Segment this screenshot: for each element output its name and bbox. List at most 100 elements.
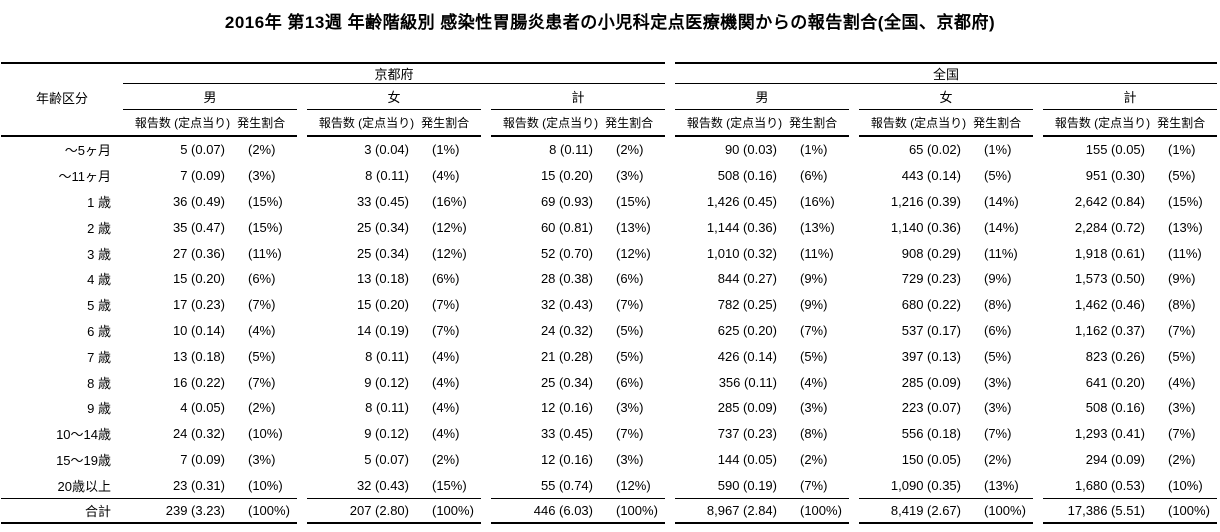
group-spacer	[481, 266, 491, 292]
reports-cell: 844 (0.27)	[717, 271, 777, 287]
rate-cell: (3%)	[1168, 400, 1196, 416]
group-spacer	[1033, 214, 1043, 240]
reports-cell: 8 (0.11)	[365, 400, 409, 416]
group-spacer	[1033, 472, 1043, 498]
table-row: 6 歳 10 (0.14) (4%) 14 (0.19) (7%) 24 (0.32) (5…	[1, 318, 1217, 344]
reports-cell: 3 (0.04)	[364, 142, 409, 158]
rate-cell: (2%)	[432, 451, 460, 467]
reports-cell: 590 (0.19)	[717, 477, 777, 493]
reports-cell: 443 (0.14)	[901, 168, 961, 184]
reports-cell: 15 (0.20)	[540, 168, 593, 184]
group-spacer	[481, 343, 491, 369]
rate-cell: (11%)	[248, 245, 282, 261]
age-header-spacer	[1, 62, 123, 84]
reports-header-label: 報告数 (定点当り)	[134, 116, 231, 130]
age-label: 9 歳	[87, 401, 111, 417]
rate-cell: (6%)	[432, 271, 460, 287]
reports-cell: 908 (0.29)	[901, 245, 961, 261]
metric-header-group: 報告数 (定点当り) 発生割合	[123, 110, 297, 137]
rate-cell: (15%)	[248, 219, 283, 235]
group-spacer	[1033, 189, 1043, 215]
reports-cell: 285 (0.09)	[901, 374, 961, 390]
group-spacer	[849, 292, 859, 318]
sex-header-row: 年齢区分 男 女 計 男 女 計	[1, 84, 1217, 110]
rate-cell: (15%)	[1168, 193, 1203, 209]
sex-header-kyoto-total: 計	[491, 84, 665, 110]
rate-cell: (15%)	[616, 193, 651, 209]
reports-cell: 25 (0.34)	[356, 219, 409, 235]
reports-cell: 25 (0.34)	[356, 245, 409, 261]
reports-cell: 1,216 (0.39)	[890, 193, 961, 209]
reports-cell: 17 (0.23)	[172, 297, 225, 313]
rate-cell: (8%)	[1168, 297, 1196, 313]
rate-cell: (4%)	[432, 348, 460, 364]
group-spacer	[1033, 292, 1043, 318]
rate-cell: (2%)	[1168, 451, 1196, 467]
rate-cell: (4%)	[432, 374, 460, 390]
rate-cell: (100%)	[1155, 498, 1217, 524]
rate-cell: (12%)	[432, 219, 467, 235]
group-spacer	[297, 292, 307, 318]
reports-cell: 1,426 (0.45)	[706, 193, 777, 209]
rate-cell: (6%)	[984, 322, 1012, 338]
reports-cell: 294 (0.09)	[1085, 451, 1145, 467]
rate-cell: (4%)	[432, 426, 460, 442]
reports-cell: 55 (0.74)	[540, 477, 593, 493]
age-label: 〜5ヶ月	[64, 143, 111, 159]
age-label: 〜11ヶ月	[58, 169, 112, 185]
group-spacer	[481, 163, 491, 189]
reports-cell: 69 (0.93)	[540, 193, 593, 209]
reports-cell: 8,967 (2.84)	[675, 498, 787, 524]
reports-cell: 27 (0.36)	[172, 245, 225, 261]
age-label: 4 歳	[87, 272, 111, 288]
reports-cell: 52 (0.70)	[540, 245, 593, 261]
rate-cell: (7%)	[616, 297, 644, 313]
group-spacer	[1033, 447, 1043, 473]
rate-cell: (15%)	[248, 193, 283, 209]
region-spacer	[665, 84, 675, 110]
reports-cell: 239 (3.23)	[123, 498, 235, 524]
group-spacer	[849, 214, 859, 240]
reports-cell: 729 (0.23)	[901, 271, 961, 287]
rate-cell: (3%)	[616, 451, 644, 467]
rate-cell: (4%)	[800, 374, 828, 390]
group-spacer	[297, 421, 307, 447]
table-row: 8 歳 16 (0.22) (7%) 9 (0.12) (4%) 25 (0.34) (6%…	[1, 369, 1217, 395]
reports-cell: 5 (0.07)	[364, 451, 409, 467]
rate-cell: (10%)	[1168, 477, 1203, 493]
age-label: 1 歳	[87, 194, 111, 210]
reports-cell: 782 (0.25)	[717, 297, 777, 313]
group-spacer	[849, 369, 859, 395]
group-spacer	[849, 343, 859, 369]
reports-cell: 8 (0.11)	[365, 348, 409, 364]
rate-cell: (9%)	[1168, 271, 1196, 287]
rate-cell: (12%)	[432, 245, 467, 261]
rate-cell: (100%)	[971, 498, 1033, 524]
reports-cell: 12 (0.16)	[540, 451, 593, 467]
rate-cell: (13%)	[984, 477, 1019, 493]
group-spacer	[1033, 421, 1043, 447]
age-label: 5 歳	[87, 298, 111, 314]
rate-header-label: 発生割合	[789, 116, 838, 130]
reports-cell: 7 (0.09)	[180, 451, 225, 467]
group-spacer	[849, 137, 859, 163]
group-spacer	[1033, 369, 1043, 395]
age-label: 2 歳	[87, 220, 111, 236]
reports-cell: 25 (0.34)	[540, 374, 593, 390]
group-spacer	[481, 472, 491, 498]
rate-header-label: 発生割合	[237, 116, 286, 130]
age-label: 20歳以上	[57, 478, 111, 494]
reports-cell: 150 (0.05)	[901, 451, 961, 467]
rate-cell: (11%)	[984, 245, 1018, 261]
reports-cell: 12 (0.16)	[540, 400, 593, 416]
region-spacer	[665, 472, 675, 498]
reports-cell: 4 (0.05)	[180, 400, 225, 416]
group-spacer	[1033, 498, 1043, 524]
reports-cell: 36 (0.49)	[172, 193, 225, 209]
group-spacer	[481, 292, 491, 318]
rate-cell: (2%)	[984, 451, 1012, 467]
reports-cell: 8 (0.11)	[365, 168, 409, 184]
rate-header-label: 発生割合	[421, 116, 470, 130]
reports-header-label: 報告数 (定点当り)	[1054, 116, 1151, 130]
group-spacer	[297, 214, 307, 240]
